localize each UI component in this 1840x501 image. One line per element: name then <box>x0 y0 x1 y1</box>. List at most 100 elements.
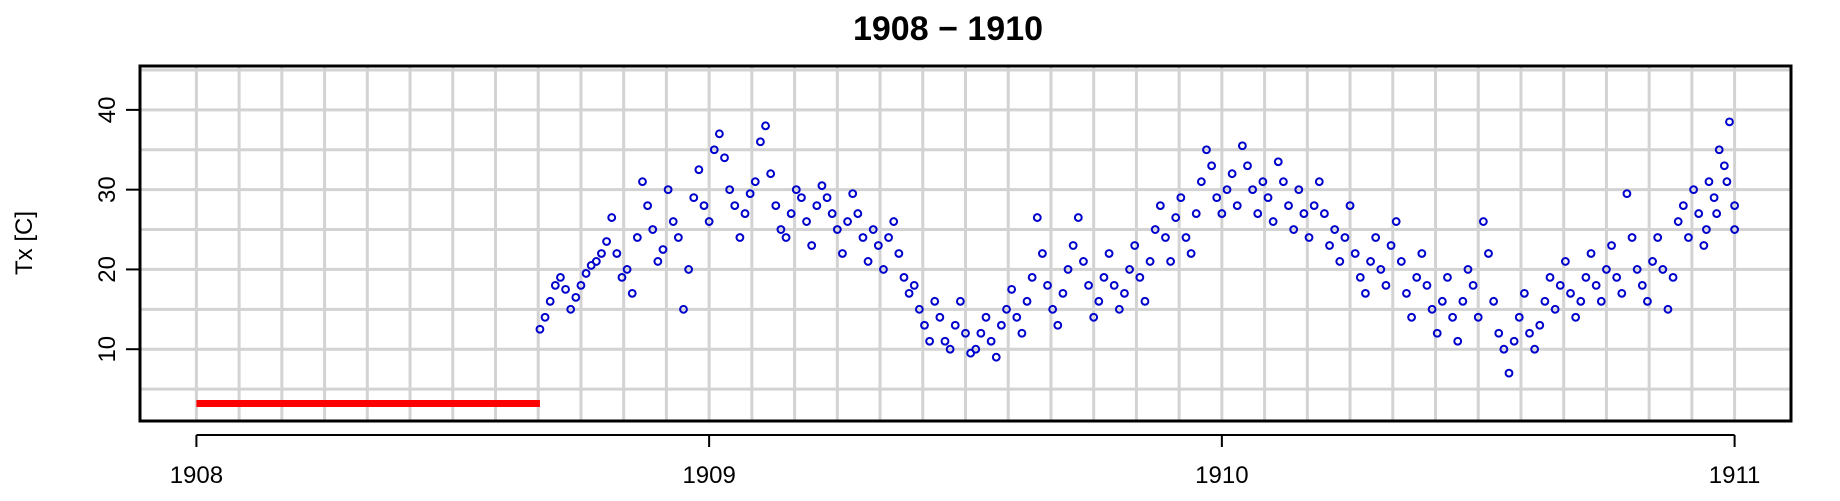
data-point <box>1299 209 1309 218</box>
data-point <box>607 213 617 222</box>
data-point <box>704 217 714 226</box>
plot-frame <box>138 64 1793 423</box>
data-point <box>1273 157 1283 167</box>
data-point <box>1207 161 1217 171</box>
y-tick-label: 40 <box>94 97 121 124</box>
data-point <box>1730 201 1739 211</box>
y-axis-label: Tx [C] <box>11 211 38 275</box>
data-point <box>1361 288 1370 298</box>
data-point <box>1653 233 1663 242</box>
data-point <box>1104 249 1114 258</box>
data-point <box>1325 241 1334 250</box>
data-point <box>1237 141 1247 151</box>
data-point <box>1202 145 1211 155</box>
data-point <box>730 201 740 211</box>
data-point <box>684 265 694 274</box>
data-point <box>1007 284 1017 294</box>
data-point <box>709 145 719 155</box>
data-point <box>591 257 601 266</box>
data-point <box>914 304 924 314</box>
data-point <box>1079 257 1088 266</box>
data-point <box>976 328 986 338</box>
data-point <box>1519 288 1529 298</box>
data-point <box>1140 296 1150 306</box>
data-point <box>745 189 755 199</box>
data-point <box>812 201 822 211</box>
data-point <box>1478 217 1488 226</box>
data-point <box>581 269 591 278</box>
data-point <box>771 201 781 211</box>
data-point <box>545 296 555 306</box>
data-point <box>1355 273 1365 282</box>
data-point <box>930 296 940 306</box>
data-point <box>1530 344 1540 354</box>
data-point <box>1607 241 1616 250</box>
chart-title: 1908 − 1910 <box>853 10 1043 48</box>
data-point <box>561 284 570 294</box>
data-point <box>679 304 688 314</box>
data-point <box>1673 217 1683 226</box>
data-point <box>1038 249 1047 258</box>
data-point <box>622 265 632 274</box>
axes: 10 20 30 40 1908 1909 1910 1911 <box>94 97 1760 489</box>
data-point <box>1704 177 1714 187</box>
data-point <box>1284 201 1293 211</box>
data-point <box>1268 217 1278 226</box>
data-point <box>1330 225 1340 234</box>
data-point <box>1191 209 1201 218</box>
data-point <box>1550 304 1560 314</box>
data-point <box>1473 312 1483 322</box>
data-point <box>1407 312 1416 322</box>
data-point <box>991 352 1001 362</box>
data-point <box>838 249 847 258</box>
data-point <box>1350 249 1360 258</box>
y-tick-label: 20 <box>94 256 121 283</box>
data-point <box>955 296 965 306</box>
data-point <box>550 280 560 290</box>
data-point <box>1458 296 1468 306</box>
data-point <box>658 245 668 254</box>
data-point <box>1212 193 1222 203</box>
data-point <box>1089 312 1099 322</box>
data-point <box>597 249 606 258</box>
data-point <box>1540 296 1550 306</box>
data-point <box>1658 265 1668 274</box>
data-point <box>822 193 832 203</box>
data-point <box>873 241 883 250</box>
data-point <box>1022 296 1032 306</box>
data-point <box>714 129 724 139</box>
data-point <box>1448 312 1457 322</box>
data-point <box>1617 288 1627 298</box>
data-point <box>1155 201 1165 211</box>
data-point <box>807 241 817 250</box>
data-point <box>571 292 581 302</box>
data-point <box>1591 280 1601 290</box>
data-point <box>1027 273 1037 282</box>
data-point <box>1627 233 1637 242</box>
data-point <box>1509 336 1519 346</box>
data-point <box>1468 280 1478 290</box>
markers <box>196 117 1739 407</box>
data-point <box>1186 249 1196 258</box>
data-point <box>904 288 914 298</box>
data-point <box>1171 213 1181 222</box>
data-point <box>756 137 765 147</box>
data-point <box>781 233 791 242</box>
data-point <box>1648 257 1657 266</box>
data-point <box>1309 201 1319 211</box>
data-point <box>1402 288 1411 298</box>
data-point <box>1714 145 1724 155</box>
data-point <box>1222 185 1232 195</box>
data-point <box>1314 177 1324 187</box>
data-point <box>1622 189 1632 199</box>
data-point <box>1114 304 1124 314</box>
data-point <box>1294 185 1304 195</box>
data-point <box>1689 185 1698 195</box>
data-point <box>1109 280 1119 290</box>
data-point <box>1422 280 1432 290</box>
data-point <box>1730 225 1739 234</box>
data-point <box>1217 209 1227 218</box>
data-point <box>950 320 960 330</box>
data-point <box>1099 273 1109 282</box>
data-point <box>996 320 1006 330</box>
